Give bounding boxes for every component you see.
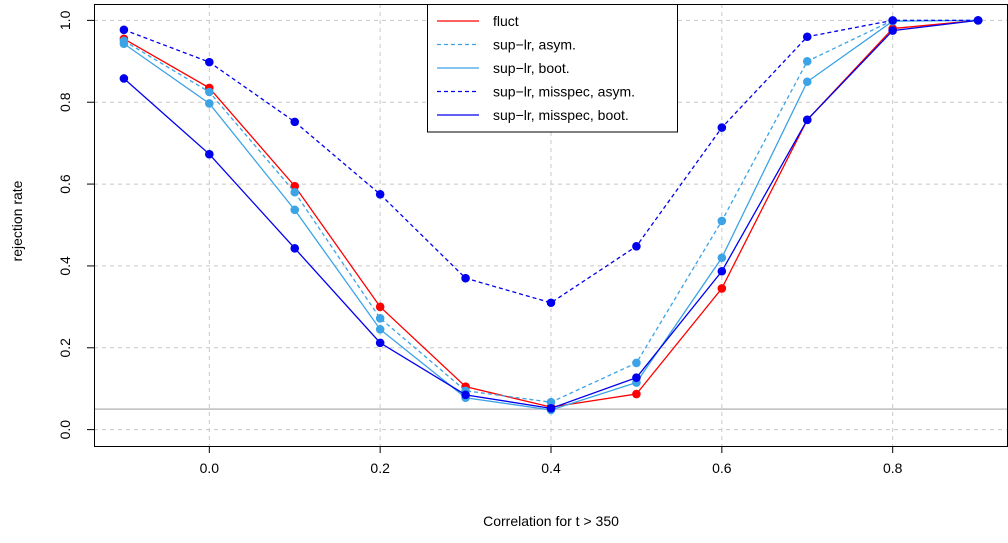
data-point <box>546 397 556 407</box>
data-point <box>461 273 470 283</box>
data-point <box>119 25 129 35</box>
legend: fluct sup−lr, asym. sup−lr, boot. sup−lr, m… <box>427 4 678 133</box>
data-point <box>375 338 385 348</box>
data-point <box>375 190 385 199</box>
data-point <box>546 404 556 413</box>
data-point <box>290 244 300 253</box>
x-tick-label: 0.6 <box>712 460 732 476</box>
y-tick-label: 0.0 <box>57 420 73 440</box>
data-point <box>290 187 300 197</box>
data-point <box>717 123 727 132</box>
x-tick-label: 0.0 <box>200 460 220 476</box>
y-axis-label: rejection rate <box>9 180 25 261</box>
data-point <box>717 253 727 263</box>
data-point <box>717 266 727 276</box>
data-point <box>632 358 641 368</box>
legend-label: sup−lr, asym. <box>493 37 576 53</box>
legend-label: sup−lr, boot. <box>493 60 570 76</box>
data-point <box>888 16 897 25</box>
series-line <box>123 19 979 304</box>
data-point <box>119 74 129 83</box>
legend-label: sup−lr, misspec, asym. <box>493 84 635 100</box>
data-point <box>205 87 214 97</box>
data-point <box>375 325 385 334</box>
data-point <box>802 56 812 66</box>
data-point <box>290 205 300 215</box>
legend-label: sup−lr, misspec, boot. <box>493 107 629 123</box>
y-tick-label: 0.2 <box>57 338 73 358</box>
data-point <box>119 39 129 48</box>
data-point <box>802 115 812 125</box>
x-tick-label: 0.8 <box>883 460 903 476</box>
x-axis-label: Correlation for t > 350 <box>483 513 619 529</box>
data-point <box>205 99 214 108</box>
data-point <box>973 16 983 25</box>
y-tick-label: 0.4 <box>57 256 73 276</box>
series-layer <box>119 16 983 415</box>
data-point <box>375 314 385 323</box>
data-point <box>290 117 300 127</box>
series-4 <box>119 16 983 413</box>
x-axis: 0.0 0.2 0.4 0.6 0.8 <box>200 446 903 476</box>
y-tick-label: 1.0 <box>57 10 73 30</box>
data-point <box>632 373 641 382</box>
data-point <box>290 181 300 191</box>
data-point <box>546 298 556 308</box>
x-tick-label: 0.2 <box>370 460 390 476</box>
series-3 <box>119 16 983 308</box>
data-point <box>632 389 641 399</box>
data-point <box>717 216 727 226</box>
data-point <box>717 284 727 293</box>
y-tick-label: 0.8 <box>57 92 73 112</box>
data-point <box>205 149 214 159</box>
data-point <box>802 77 812 87</box>
legend-label: fluct <box>493 13 519 29</box>
data-point <box>802 32 812 42</box>
y-axis: 0.0 0.2 0.4 0.6 0.8 1.0 <box>57 10 94 439</box>
data-point <box>205 57 214 67</box>
y-tick-label: 0.6 <box>57 174 73 194</box>
data-point <box>632 241 641 251</box>
data-point <box>888 26 897 35</box>
x-tick-label: 0.4 <box>541 460 561 476</box>
data-point <box>461 390 470 400</box>
data-point <box>375 302 385 312</box>
